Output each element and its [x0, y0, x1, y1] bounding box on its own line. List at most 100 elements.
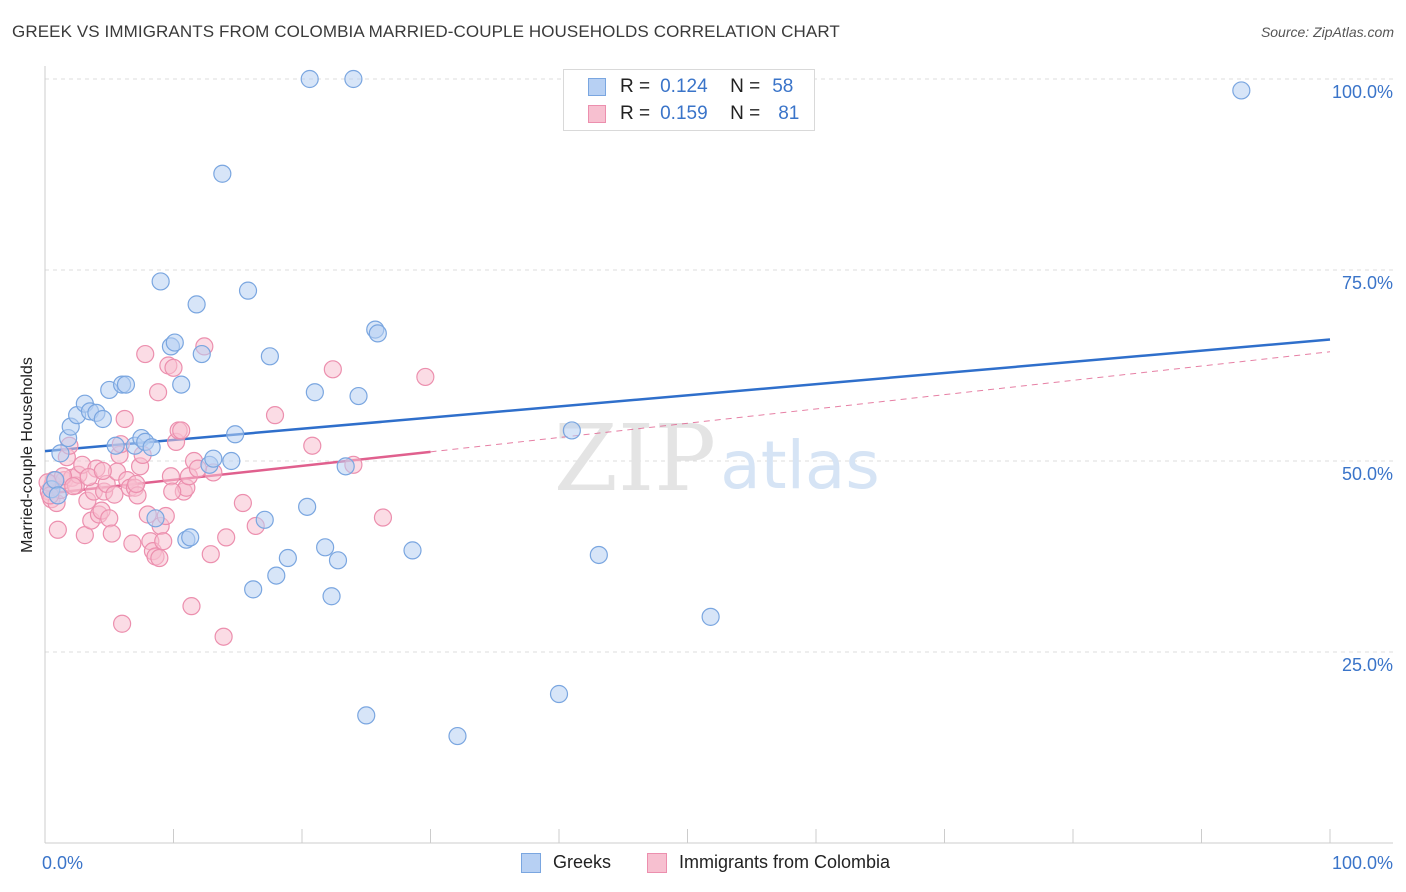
greeks-point [165, 333, 184, 352]
greeks-point [226, 425, 245, 444]
greeks-point [172, 375, 191, 394]
greeks-point [701, 607, 720, 626]
greeks-trend-line [44, 338, 1331, 453]
greeks-point [589, 545, 608, 565]
colombia-legend-label: Immigrants from Colombia [679, 852, 891, 872]
greeks-point [204, 449, 223, 468]
greeks-point [151, 272, 170, 291]
greeks-point [267, 566, 286, 585]
colombia-point [164, 358, 183, 377]
greeks-point [549, 684, 569, 704]
greeks-point [260, 347, 279, 366]
y-tick-label: 25.0% [1342, 655, 1393, 675]
colombia-point [112, 614, 132, 633]
n-value: 81 [778, 103, 800, 124]
greeks-point [181, 528, 200, 547]
chart-title: GREEK VS IMMIGRANTS FROM COLOMBIA MARRIE… [12, 22, 840, 41]
colombia-swatch [588, 105, 606, 123]
greeks-point [448, 726, 467, 746]
r-value: 0.124 [660, 76, 708, 97]
colombia-point [233, 493, 252, 513]
greeks-point [192, 344, 211, 364]
colombia-point [303, 436, 322, 455]
colombia-point [163, 482, 182, 501]
colombia-legend-swatch [647, 852, 667, 873]
correlation-legend: R = 0.124 N = 58 R = 0.159 N = 81 [563, 69, 815, 131]
colombia-point [123, 534, 142, 553]
colombia-point [136, 344, 155, 364]
greeks-point [48, 486, 67, 505]
greeks-points [42, 69, 1251, 746]
r-value: 0.159 [660, 103, 708, 124]
greeks-point [357, 706, 376, 725]
colombia-point [217, 528, 236, 547]
colombia-point [48, 520, 67, 539]
greeks-point [116, 375, 136, 394]
greeks-point [255, 510, 274, 529]
greeks-point [106, 436, 125, 455]
greeks-point [244, 580, 263, 599]
greeks-point [316, 538, 335, 557]
y-tick-label: 75.0% [1342, 273, 1393, 293]
greeks-point [562, 421, 581, 440]
greeks-legend-swatch [521, 852, 541, 873]
chart-source: Source: ZipAtlas.com [1260, 24, 1394, 40]
colombia-point [150, 548, 169, 568]
greeks-point [187, 295, 206, 314]
greeks-legend-label: Greeks [553, 852, 612, 872]
greeks-point [349, 386, 368, 406]
series-legend: Greeks Immigrants from Colombia [0, 852, 1406, 878]
n-label: N = [730, 103, 761, 124]
watermark-atlas: atlas [720, 427, 880, 504]
greeks-point [298, 497, 317, 516]
colombia-point [93, 461, 112, 481]
r-label: R = [620, 76, 651, 97]
colombia-point [154, 532, 173, 551]
colombia-point [323, 360, 342, 379]
colombia-point [148, 383, 168, 402]
greeks-point [238, 281, 258, 300]
x-tick-label: 100.0% [1332, 853, 1393, 873]
y-tick-label: 50.0% [1342, 464, 1393, 484]
greeks-point [344, 69, 363, 89]
greeks-point [328, 551, 348, 570]
greeks-point [300, 69, 319, 89]
greeks-point [142, 438, 161, 457]
n-value: 58 [772, 76, 794, 97]
y-tick-label: 100.0% [1332, 82, 1393, 102]
legend-item-colombia: Immigrants from Colombia [647, 852, 890, 873]
watermark-zip: ZIP [554, 405, 716, 512]
greeks-point [403, 541, 422, 560]
y-axis-label: Married-couple Households [19, 357, 36, 553]
greeks-swatch [588, 78, 606, 96]
colombia-point [105, 485, 124, 504]
colombia-points [38, 337, 435, 646]
n-label: N = [730, 76, 761, 97]
legend-row-colombia: R = 0.159 N = 81 [588, 101, 799, 127]
greeks-point [1232, 81, 1251, 100]
colombia-point [172, 421, 191, 440]
greeks-point [305, 383, 324, 402]
colombia-point [102, 524, 121, 543]
legend-item-greeks: Greeks [521, 852, 611, 873]
colombia-point [64, 477, 83, 496]
greeks-point [51, 444, 70, 463]
axes [44, 66, 1393, 844]
greeks-point [336, 457, 355, 476]
colombia-point [265, 406, 285, 425]
greeks-point [278, 548, 297, 568]
greeks-point [368, 324, 387, 343]
legend-row-greeks: R = 0.124 N = 58 [588, 74, 793, 100]
colombia-point [115, 409, 134, 429]
colombia-trend-extension [430, 351, 1331, 453]
grid-lines [45, 78, 1393, 653]
colombia-point [373, 508, 393, 527]
colombia-point [201, 545, 220, 564]
colombia-point [161, 467, 181, 486]
greeks-point [213, 164, 232, 183]
colombia-point [214, 627, 233, 646]
greeks-point [93, 409, 112, 429]
colombia-point [100, 509, 119, 528]
tick-labels: 25.0% 50.0% 75.0% 100.0% 0.0% 100.0% [42, 82, 1393, 873]
